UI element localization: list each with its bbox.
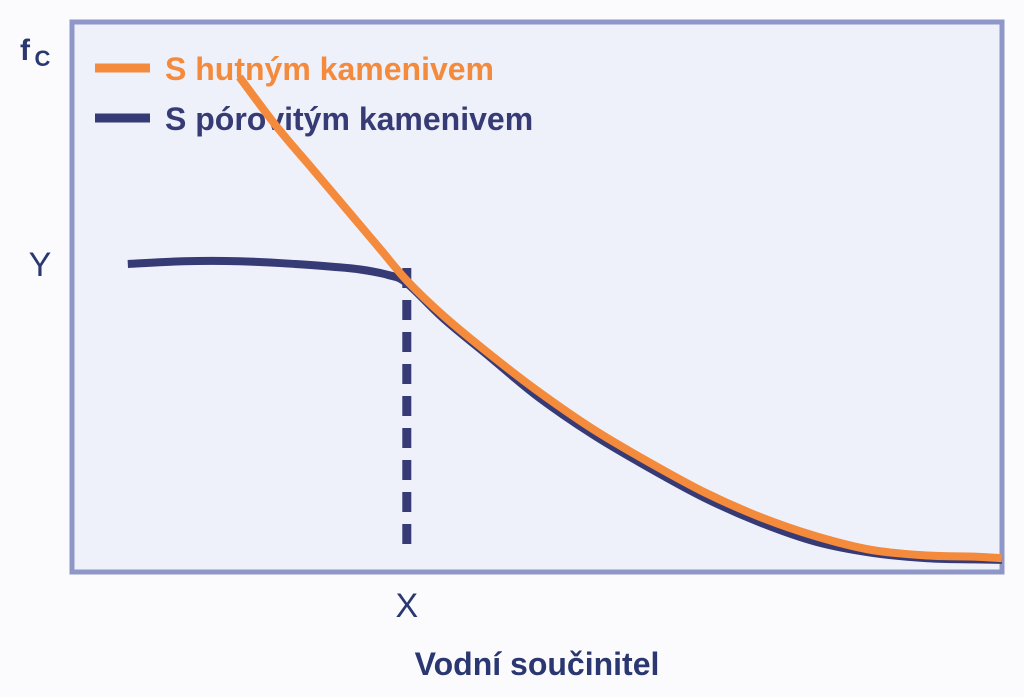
x-tick-label: X [395, 587, 418, 625]
x-axis-title: Vodní součinitel [415, 646, 660, 682]
plot-frame [69, 19, 1005, 575]
legend-label-hutnym: S hutným kamenivem [165, 51, 494, 87]
series-layer [127, 74, 1003, 564]
legend-label-porovitym: S pórovitým kamenivem [165, 101, 533, 137]
series-line-hutnym [236, 74, 1003, 563]
y-axis-label: f C [20, 34, 50, 71]
legend: S hutným kamenivem S pórovitým kamenivem [95, 51, 533, 137]
y-tick-label: Y [29, 246, 52, 284]
